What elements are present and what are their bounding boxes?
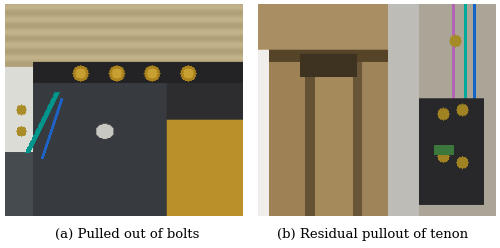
Text: (b) Residual pullout of tenon: (b) Residual pullout of tenon bbox=[277, 228, 468, 241]
Text: (a) Pulled out of bolts: (a) Pulled out of bolts bbox=[56, 228, 200, 241]
